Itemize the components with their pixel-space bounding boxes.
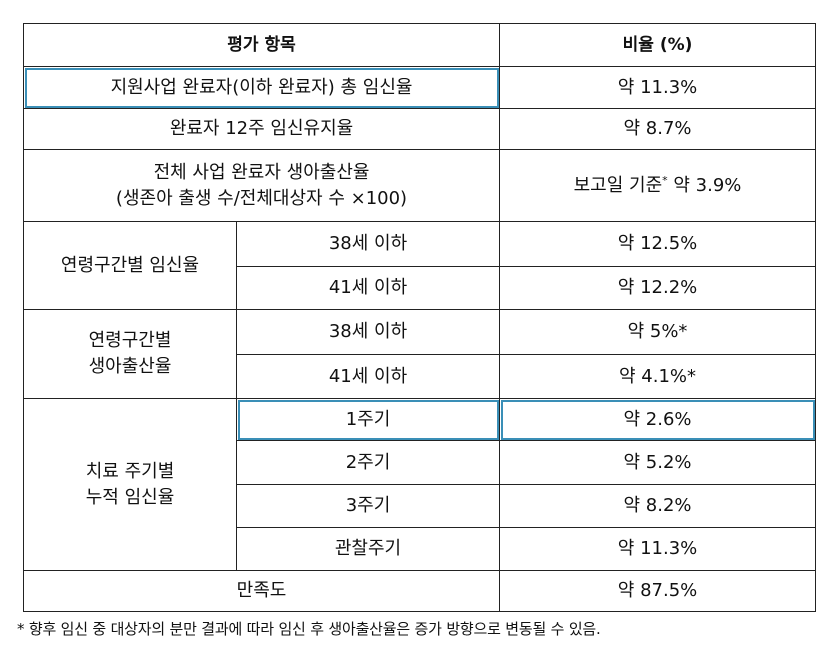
row-total-birth-label: 전체 사업 완료자 생아출산율 (생존아 출생 수/전체대상자 수 ×100) [22, 149, 501, 222]
header-ratio: 비율 (%) [499, 23, 817, 67]
row-total-birth-value-suffix: 약 3.9% [667, 174, 742, 196]
table-row: 41세 이하 약 4.1%* [24, 354, 817, 399]
age-birth-value-0: 약 5%* [499, 309, 817, 355]
cycle-label-0: 1주기 [235, 398, 501, 441]
row-satisfaction-label: 만족도 [22, 570, 501, 612]
row-total-birth-value-prefix: 보고일 기준 [573, 174, 663, 196]
table-row: 지원사업 완료자(이하 완료자) 총 임신율 약 11.3% [22, 66, 817, 109]
cycle-label-1: 2주기 [235, 440, 501, 485]
row-total-birth-value: 보고일 기준* 약 3.9% [499, 149, 817, 222]
cycle-label-2: 3주기 [235, 484, 501, 528]
table-row: 치료 주기별 누적 임신율 1주기 약 2.6% [23, 398, 817, 571]
row-total-birth-label-line2: (생존아 출생 수/전체대상자 수 ×100) [115, 187, 408, 209]
table-row: 완료자 12주 임신유지율 약 8.7% [22, 108, 817, 150]
group-cycle-cumulative: 치료 주기별 누적 임신율 [23, 398, 237, 571]
table-row: 만족도 약 87.5% [22, 570, 817, 612]
cycle-value-2: 약 8.2% [499, 484, 817, 528]
age-birth-age-1: 41세 이하 [235, 354, 501, 399]
table-row: 연령구간별 생아출산율 38세 이하 약 5%* [23, 309, 817, 399]
group-age-birth: 연령구간별 생아출산율 [23, 309, 237, 399]
table-header-row: 평가 항목 비율 (%) [22, 23, 817, 67]
group-cycle-line2: 누적 임신율 [85, 486, 175, 508]
group-cycle-line1: 치료 주기별 [85, 460, 175, 482]
cycle-label-3: 관찰주기 [235, 527, 501, 571]
cycle-value-1: 약 5.2% [499, 440, 817, 485]
evaluation-table: 평가 항목 비율 (%) 지원사업 완료자(이하 완료자) 총 임신율 약 11… [22, 23, 817, 612]
row-week12-label: 완료자 12주 임신유지율 [22, 108, 501, 150]
row-total-pregnancy-label: 지원사업 완료자(이하 완료자) 총 임신율 [22, 66, 501, 109]
age-pregnancy-age-0: 38세 이하 [235, 221, 501, 267]
row-week12-value: 약 8.7% [499, 108, 817, 150]
cycle-value-3: 약 11.3% [499, 527, 817, 571]
age-birth-value-1: 약 4.1%* [499, 354, 817, 399]
row-satisfaction-value: 약 87.5% [499, 570, 817, 612]
table-row: 연령구간별 임신율 38세 이하 약 12.5% [23, 221, 817, 310]
age-birth-age-0: 38세 이하 [235, 309, 501, 355]
row-total-birth-label-line1: 전체 사업 완료자 생아출산율 [153, 161, 370, 183]
table-row: 41세 이하 약 12.2% [24, 266, 817, 310]
group-age-birth-line2: 생아출산율 [88, 356, 172, 377]
row-total-pregnancy-value: 약 11.3% [499, 66, 817, 109]
table-row: 관찰주기 약 11.3% [24, 527, 817, 571]
table-row: 2주기 약 5.2% [24, 440, 817, 485]
group-age-birth-line1: 연령구간별 [88, 330, 172, 351]
age-pregnancy-age-1: 41세 이하 [235, 266, 501, 310]
footnote-marker: * [662, 173, 668, 187]
header-item: 평가 항목 [22, 23, 501, 67]
table-row: 3주기 약 8.2% [24, 484, 817, 528]
footnote: * 향후 임신 중 대상자의 분만 결과에 따라 임신 후 생아출산율은 증가 … [17, 620, 601, 638]
table-row: 전체 사업 완료자 생아출산율 (생존아 출생 수/전체대상자 수 ×100) … [22, 149, 817, 222]
age-pregnancy-value-1: 약 12.2% [499, 266, 817, 310]
cycle-value-0: 약 2.6% [499, 398, 817, 441]
group-age-pregnancy: 연령구간별 임신율 [23, 221, 237, 310]
age-pregnancy-value-0: 약 12.5% [499, 221, 817, 267]
